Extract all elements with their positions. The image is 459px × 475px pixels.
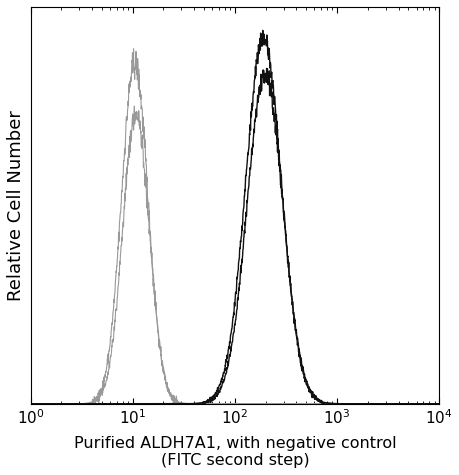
- Y-axis label: Relative Cell Number: Relative Cell Number: [7, 110, 25, 301]
- X-axis label: Purified ALDH7A1, with negative control
(FITC second step): Purified ALDH7A1, with negative control …: [73, 436, 395, 468]
